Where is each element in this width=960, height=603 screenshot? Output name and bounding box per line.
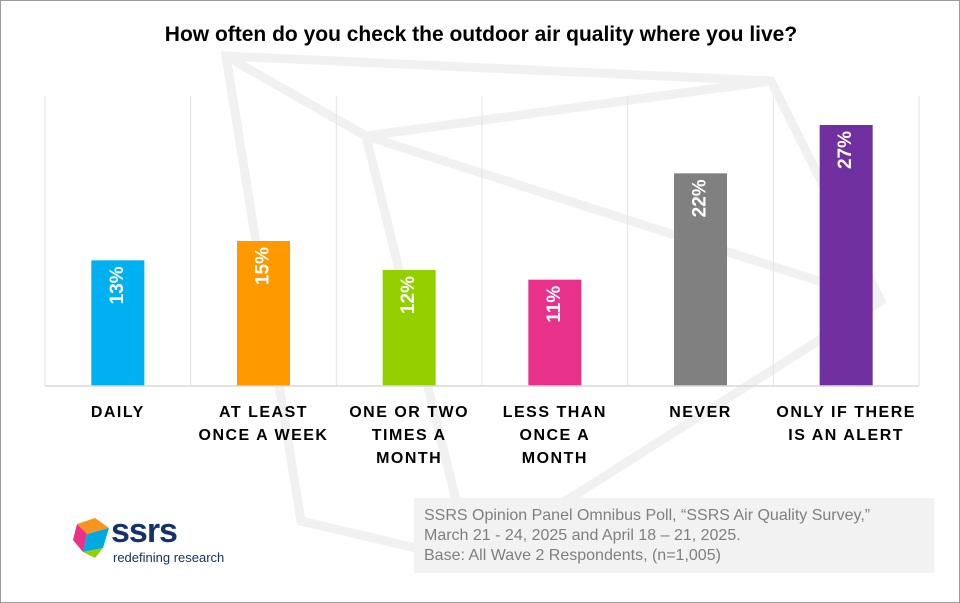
source-line-1: SSRS Opinion Panel Omnibus Poll, “SSRS A… xyxy=(424,507,871,524)
category-label: TIMES A xyxy=(372,427,447,444)
bar-value-label: 13% xyxy=(107,266,128,304)
source-line-2: March 21 - 24, 2025 and April 18 – 21, 2… xyxy=(424,527,741,544)
category-label: IS AN ALERT xyxy=(788,427,904,444)
category-label: ONLY IF THERE xyxy=(776,404,916,421)
category-label: ONE OR TWO xyxy=(349,404,469,421)
category-label: NEVER xyxy=(669,404,732,421)
category-label: ONCE A WEEK xyxy=(199,427,329,444)
category-label: MONTH xyxy=(522,450,588,467)
logo-tagline: redefining research xyxy=(113,550,225,565)
bar-value-label: 15% xyxy=(253,247,274,285)
bar-value-label: 22% xyxy=(690,179,711,217)
category-label: DAILY xyxy=(91,404,145,421)
logo-wordmark: ssrs xyxy=(111,512,178,550)
bar-value-label: 12% xyxy=(398,276,419,314)
category-label: LESS THAN xyxy=(503,404,607,421)
category-label: ONCE A xyxy=(520,427,591,444)
bar xyxy=(237,241,290,386)
bar xyxy=(382,270,436,386)
ssrs-logo-mark-icon xyxy=(73,518,109,558)
ssrs-logo: ssrs redefining research xyxy=(73,512,233,566)
chart-title: How often do you check the outdoor air q… xyxy=(164,23,798,46)
bar xyxy=(91,260,145,386)
bar xyxy=(674,173,727,386)
source-line-3: Base: All Wave 2 Respondents, (n=1,005) xyxy=(424,547,721,564)
bar xyxy=(528,279,582,386)
bar-value-label: 27% xyxy=(835,131,856,169)
bars xyxy=(91,125,873,386)
value-labels: 13% 15% 12% 11% 22% 27% xyxy=(107,131,856,323)
category-label: AT LEAST xyxy=(219,404,308,421)
bar xyxy=(819,125,873,386)
category-labels: DAILY AT LEAST ONCE A WEEK ONE OR TWO TIMES … xyxy=(91,404,916,467)
source-note: SSRS Opinion Panel Omnibus Poll, “SSRS A… xyxy=(414,498,934,573)
category-label: MONTH xyxy=(376,450,442,467)
category-separators xyxy=(44,96,920,386)
bar-value-label: 11% xyxy=(544,286,565,323)
